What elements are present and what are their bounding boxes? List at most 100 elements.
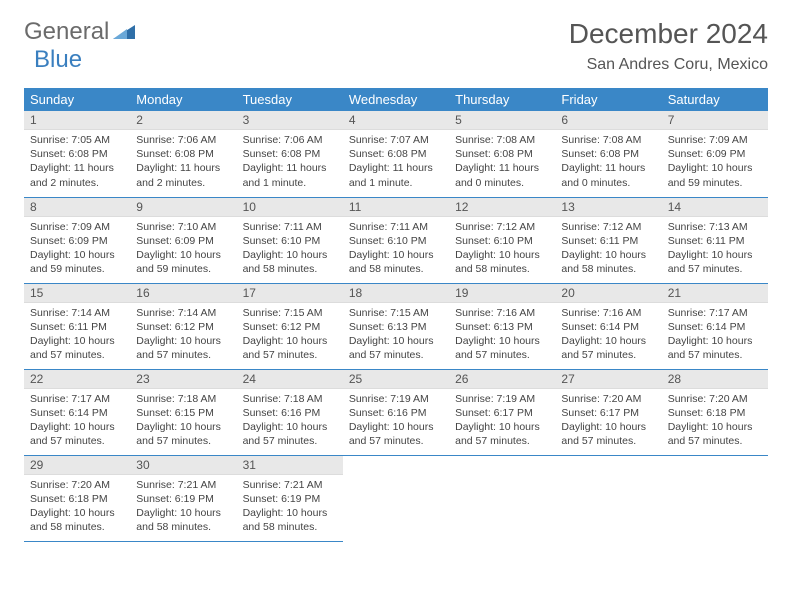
calendar-cell: 13Sunrise: 7:12 AMSunset: 6:11 PMDayligh… [555,197,661,283]
day-number: 16 [130,284,236,303]
daylight-line: Daylight: 10 hours and 57 minutes. [455,420,549,448]
sunrise-line: Sunrise: 7:08 AM [561,133,655,147]
day-number: 8 [24,198,130,217]
daylight-line: Daylight: 10 hours and 59 minutes. [136,248,230,276]
calendar-cell: 15Sunrise: 7:14 AMSunset: 6:11 PMDayligh… [24,283,130,369]
day-body: Sunrise: 7:08 AMSunset: 6:08 PMDaylight:… [449,130,555,194]
sunset-line: Sunset: 6:08 PM [349,147,443,161]
daylight-line: Daylight: 10 hours and 58 minutes. [349,248,443,276]
sunset-line: Sunset: 6:10 PM [349,234,443,248]
calendar-cell: 28Sunrise: 7:20 AMSunset: 6:18 PMDayligh… [662,369,768,455]
day-number: 3 [237,111,343,130]
day-header: Friday [555,88,661,111]
day-body: Sunrise: 7:12 AMSunset: 6:10 PMDaylight:… [449,217,555,281]
daylight-line: Daylight: 10 hours and 57 minutes. [668,334,762,362]
day-number: 9 [130,198,236,217]
day-number: 5 [449,111,555,130]
sunrise-line: Sunrise: 7:07 AM [349,133,443,147]
daylight-line: Daylight: 10 hours and 57 minutes. [136,420,230,448]
sunset-line: Sunset: 6:12 PM [136,320,230,334]
daylight-line: Daylight: 11 hours and 2 minutes. [30,161,124,189]
daylight-line: Daylight: 10 hours and 57 minutes. [136,334,230,362]
daylight-line: Daylight: 10 hours and 57 minutes. [243,334,337,362]
day-number: 12 [449,198,555,217]
calendar-cell: 19Sunrise: 7:16 AMSunset: 6:13 PMDayligh… [449,283,555,369]
calendar-cell: 20Sunrise: 7:16 AMSunset: 6:14 PMDayligh… [555,283,661,369]
day-number: 31 [237,456,343,475]
day-body: Sunrise: 7:15 AMSunset: 6:12 PMDaylight:… [237,303,343,367]
daylight-line: Daylight: 10 hours and 57 minutes. [561,334,655,362]
sunrise-line: Sunrise: 7:19 AM [349,392,443,406]
sunset-line: Sunset: 6:08 PM [561,147,655,161]
sunset-line: Sunset: 6:11 PM [30,320,124,334]
daylight-line: Daylight: 10 hours and 58 minutes. [30,506,124,534]
day-header: Monday [130,88,236,111]
day-body: Sunrise: 7:06 AMSunset: 6:08 PMDaylight:… [130,130,236,194]
calendar-cell: 31Sunrise: 7:21 AMSunset: 6:19 PMDayligh… [237,455,343,541]
sunrise-line: Sunrise: 7:14 AM [30,306,124,320]
day-body: Sunrise: 7:18 AMSunset: 6:16 PMDaylight:… [237,389,343,453]
sunset-line: Sunset: 6:09 PM [30,234,124,248]
day-body: Sunrise: 7:10 AMSunset: 6:09 PMDaylight:… [130,217,236,281]
day-body: Sunrise: 7:17 AMSunset: 6:14 PMDaylight:… [662,303,768,367]
sunrise-line: Sunrise: 7:08 AM [455,133,549,147]
calendar-cell [555,455,661,541]
header: General December 2024 San Andres Coru, M… [24,18,768,74]
calendar-cell: 8Sunrise: 7:09 AMSunset: 6:09 PMDaylight… [24,197,130,283]
day-number: 4 [343,111,449,130]
calendar-cell: 5Sunrise: 7:08 AMSunset: 6:08 PMDaylight… [449,111,555,197]
daylight-line: Daylight: 11 hours and 2 minutes. [136,161,230,189]
daylight-line: Daylight: 11 hours and 1 minute. [349,161,443,189]
calendar-cell: 11Sunrise: 7:11 AMSunset: 6:10 PMDayligh… [343,197,449,283]
calendar-cell: 16Sunrise: 7:14 AMSunset: 6:12 PMDayligh… [130,283,236,369]
calendar-cell: 23Sunrise: 7:18 AMSunset: 6:15 PMDayligh… [130,369,236,455]
sunset-line: Sunset: 6:08 PM [455,147,549,161]
day-header: Tuesday [237,88,343,111]
day-body: Sunrise: 7:12 AMSunset: 6:11 PMDaylight:… [555,217,661,281]
sunrise-line: Sunrise: 7:11 AM [243,220,337,234]
day-number: 26 [449,370,555,389]
calendar-body: 1Sunrise: 7:05 AMSunset: 6:08 PMDaylight… [24,111,768,541]
day-body: Sunrise: 7:20 AMSunset: 6:17 PMDaylight:… [555,389,661,453]
sunrise-line: Sunrise: 7:20 AM [561,392,655,406]
daylight-line: Daylight: 10 hours and 57 minutes. [561,420,655,448]
daylight-line: Daylight: 10 hours and 57 minutes. [30,334,124,362]
day-body: Sunrise: 7:21 AMSunset: 6:19 PMDaylight:… [130,475,236,539]
sunset-line: Sunset: 6:10 PM [243,234,337,248]
calendar-cell: 12Sunrise: 7:12 AMSunset: 6:10 PMDayligh… [449,197,555,283]
sunset-line: Sunset: 6:14 PM [30,406,124,420]
sunrise-line: Sunrise: 7:20 AM [668,392,762,406]
daylight-line: Daylight: 10 hours and 57 minutes. [243,420,337,448]
day-body: Sunrise: 7:14 AMSunset: 6:11 PMDaylight:… [24,303,130,367]
sunset-line: Sunset: 6:18 PM [668,406,762,420]
calendar-cell: 22Sunrise: 7:17 AMSunset: 6:14 PMDayligh… [24,369,130,455]
sunrise-line: Sunrise: 7:06 AM [243,133,337,147]
sunset-line: Sunset: 6:08 PM [136,147,230,161]
calendar-cell: 4 Sunrise: 7:07 AMSunset: 6:08 PMDaylight… [343,111,449,197]
sunset-line: Sunset: 6:08 PM [30,147,124,161]
day-body: Sunrise: 7:16 AMSunset: 6:13 PMDaylight:… [449,303,555,367]
day-header: Saturday [662,88,768,111]
daylight-line: Daylight: 10 hours and 59 minutes. [30,248,124,276]
sunset-line: Sunset: 6:11 PM [668,234,762,248]
day-number: 15 [24,284,130,303]
sunrise-line: Sunrise: 7:16 AM [561,306,655,320]
day-number: 10 [237,198,343,217]
day-number: 18 [343,284,449,303]
day-body: Sunrise: 7:15 AMSunset: 6:13 PMDaylight:… [343,303,449,367]
sunrise-line: Sunrise: 7:17 AM [668,306,762,320]
day-number: 30 [130,456,236,475]
daylight-line: Daylight: 10 hours and 57 minutes. [668,248,762,276]
calendar-cell [449,455,555,541]
logo: General [24,18,137,46]
sunrise-line: Sunrise: 7:17 AM [30,392,124,406]
sunset-line: Sunset: 6:11 PM [561,234,655,248]
day-number: 23 [130,370,236,389]
day-header: Thursday [449,88,555,111]
sunrise-line: Sunrise: 7:06 AM [136,133,230,147]
logo-text-1: General [24,18,109,46]
day-number: 6 [555,111,661,130]
sunrise-line: Sunrise: 7:20 AM [30,478,124,492]
sunset-line: Sunset: 6:16 PM [349,406,443,420]
day-body: Sunrise: 7:08 AMSunset: 6:08 PMDaylight:… [555,130,661,194]
